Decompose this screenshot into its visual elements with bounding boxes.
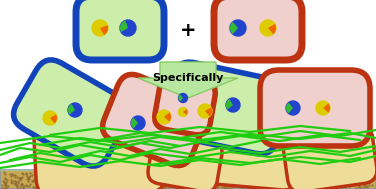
Circle shape xyxy=(230,20,246,36)
Wedge shape xyxy=(50,115,57,123)
FancyBboxPatch shape xyxy=(14,60,130,166)
FancyBboxPatch shape xyxy=(164,62,286,154)
FancyBboxPatch shape xyxy=(283,124,376,189)
Wedge shape xyxy=(179,94,183,101)
Wedge shape xyxy=(120,20,128,32)
Wedge shape xyxy=(268,24,276,34)
Wedge shape xyxy=(164,112,171,122)
Bar xyxy=(0,170,376,189)
Circle shape xyxy=(179,108,188,116)
Circle shape xyxy=(131,116,145,130)
Wedge shape xyxy=(286,103,293,113)
FancyBboxPatch shape xyxy=(155,75,215,135)
Circle shape xyxy=(43,111,57,125)
Text: +: + xyxy=(180,20,196,40)
Circle shape xyxy=(92,20,108,36)
FancyBboxPatch shape xyxy=(76,0,164,60)
Wedge shape xyxy=(68,104,75,115)
Circle shape xyxy=(157,110,171,124)
Circle shape xyxy=(179,94,188,102)
Polygon shape xyxy=(138,62,238,98)
FancyBboxPatch shape xyxy=(148,132,222,189)
Wedge shape xyxy=(323,104,330,112)
FancyBboxPatch shape xyxy=(260,70,370,146)
Circle shape xyxy=(260,20,276,36)
Wedge shape xyxy=(230,22,238,34)
FancyBboxPatch shape xyxy=(103,74,208,166)
Wedge shape xyxy=(226,99,233,109)
FancyBboxPatch shape xyxy=(214,0,302,60)
Wedge shape xyxy=(205,108,212,116)
FancyBboxPatch shape xyxy=(199,120,301,189)
Circle shape xyxy=(286,101,300,115)
Circle shape xyxy=(68,103,82,117)
Circle shape xyxy=(316,101,330,115)
Circle shape xyxy=(120,20,136,36)
Wedge shape xyxy=(183,109,188,115)
Circle shape xyxy=(198,104,212,118)
FancyBboxPatch shape xyxy=(34,117,166,189)
Wedge shape xyxy=(100,25,108,35)
Circle shape xyxy=(226,98,240,112)
Wedge shape xyxy=(131,118,138,128)
Text: Specifically: Specifically xyxy=(152,73,224,83)
